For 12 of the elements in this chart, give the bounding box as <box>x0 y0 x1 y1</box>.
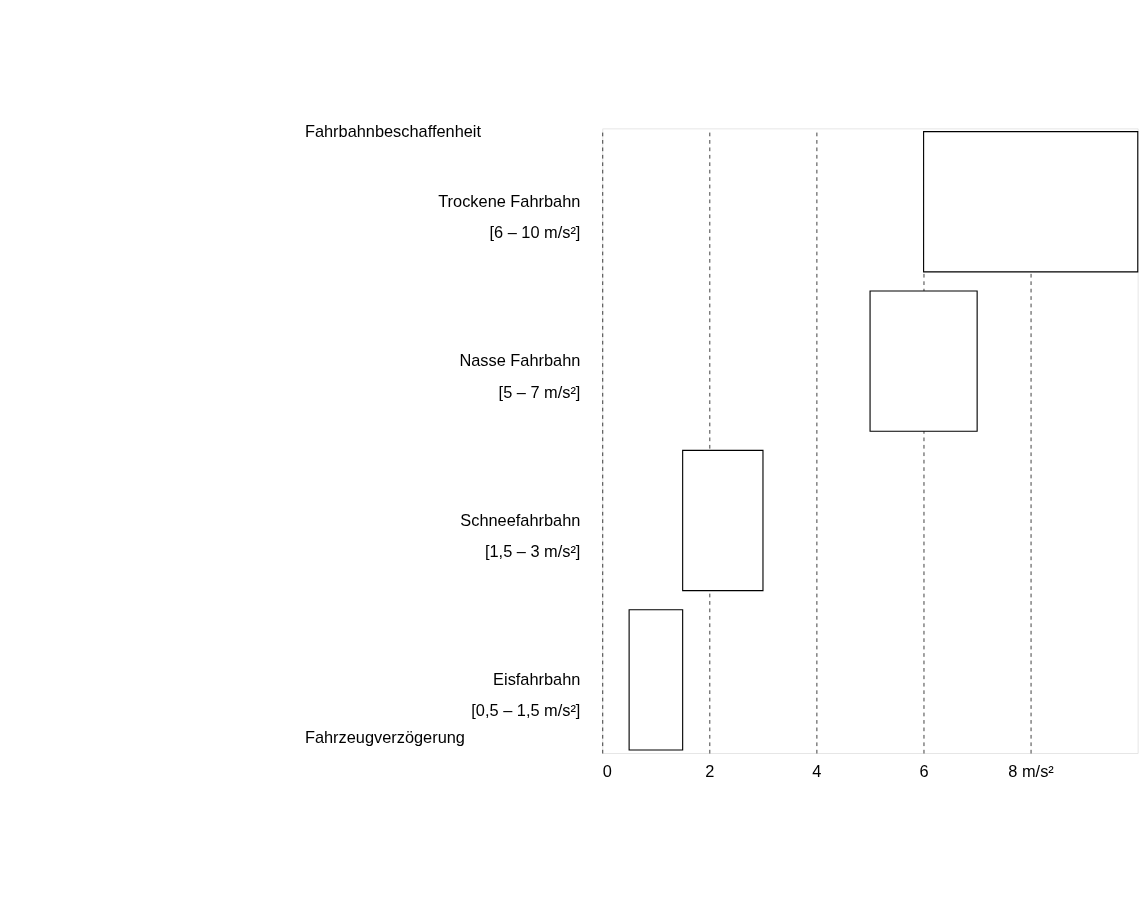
text: Fahrbahnbeschaffenheit <box>304 122 482 141</box>
x-tick-label: 8 m/s² <box>1008 761 1055 780</box>
y-tick-label: Eisfahrbahn [0,5 – 1,5 m/s²] <box>471 670 581 720</box>
y-tick-label: Nasse Fahrbahn [5 – 7 m/s²] <box>459 351 581 401</box>
x-tick-label: 6 <box>919 761 929 780</box>
bar <box>628 609 684 751</box>
text: Fahrzeugverzögerung <box>304 728 465 747</box>
x-tick-label: 4 <box>812 761 822 780</box>
y-tick-label: Schneefahrbahn [1,5 – 3 m/s²] <box>460 510 581 560</box>
y-tick-label: Trockene Fahrbahn [6 – 10 m/s²] <box>438 192 581 242</box>
x-tick-label: 2 <box>705 761 715 780</box>
x-tick-label: 0 <box>602 761 612 780</box>
